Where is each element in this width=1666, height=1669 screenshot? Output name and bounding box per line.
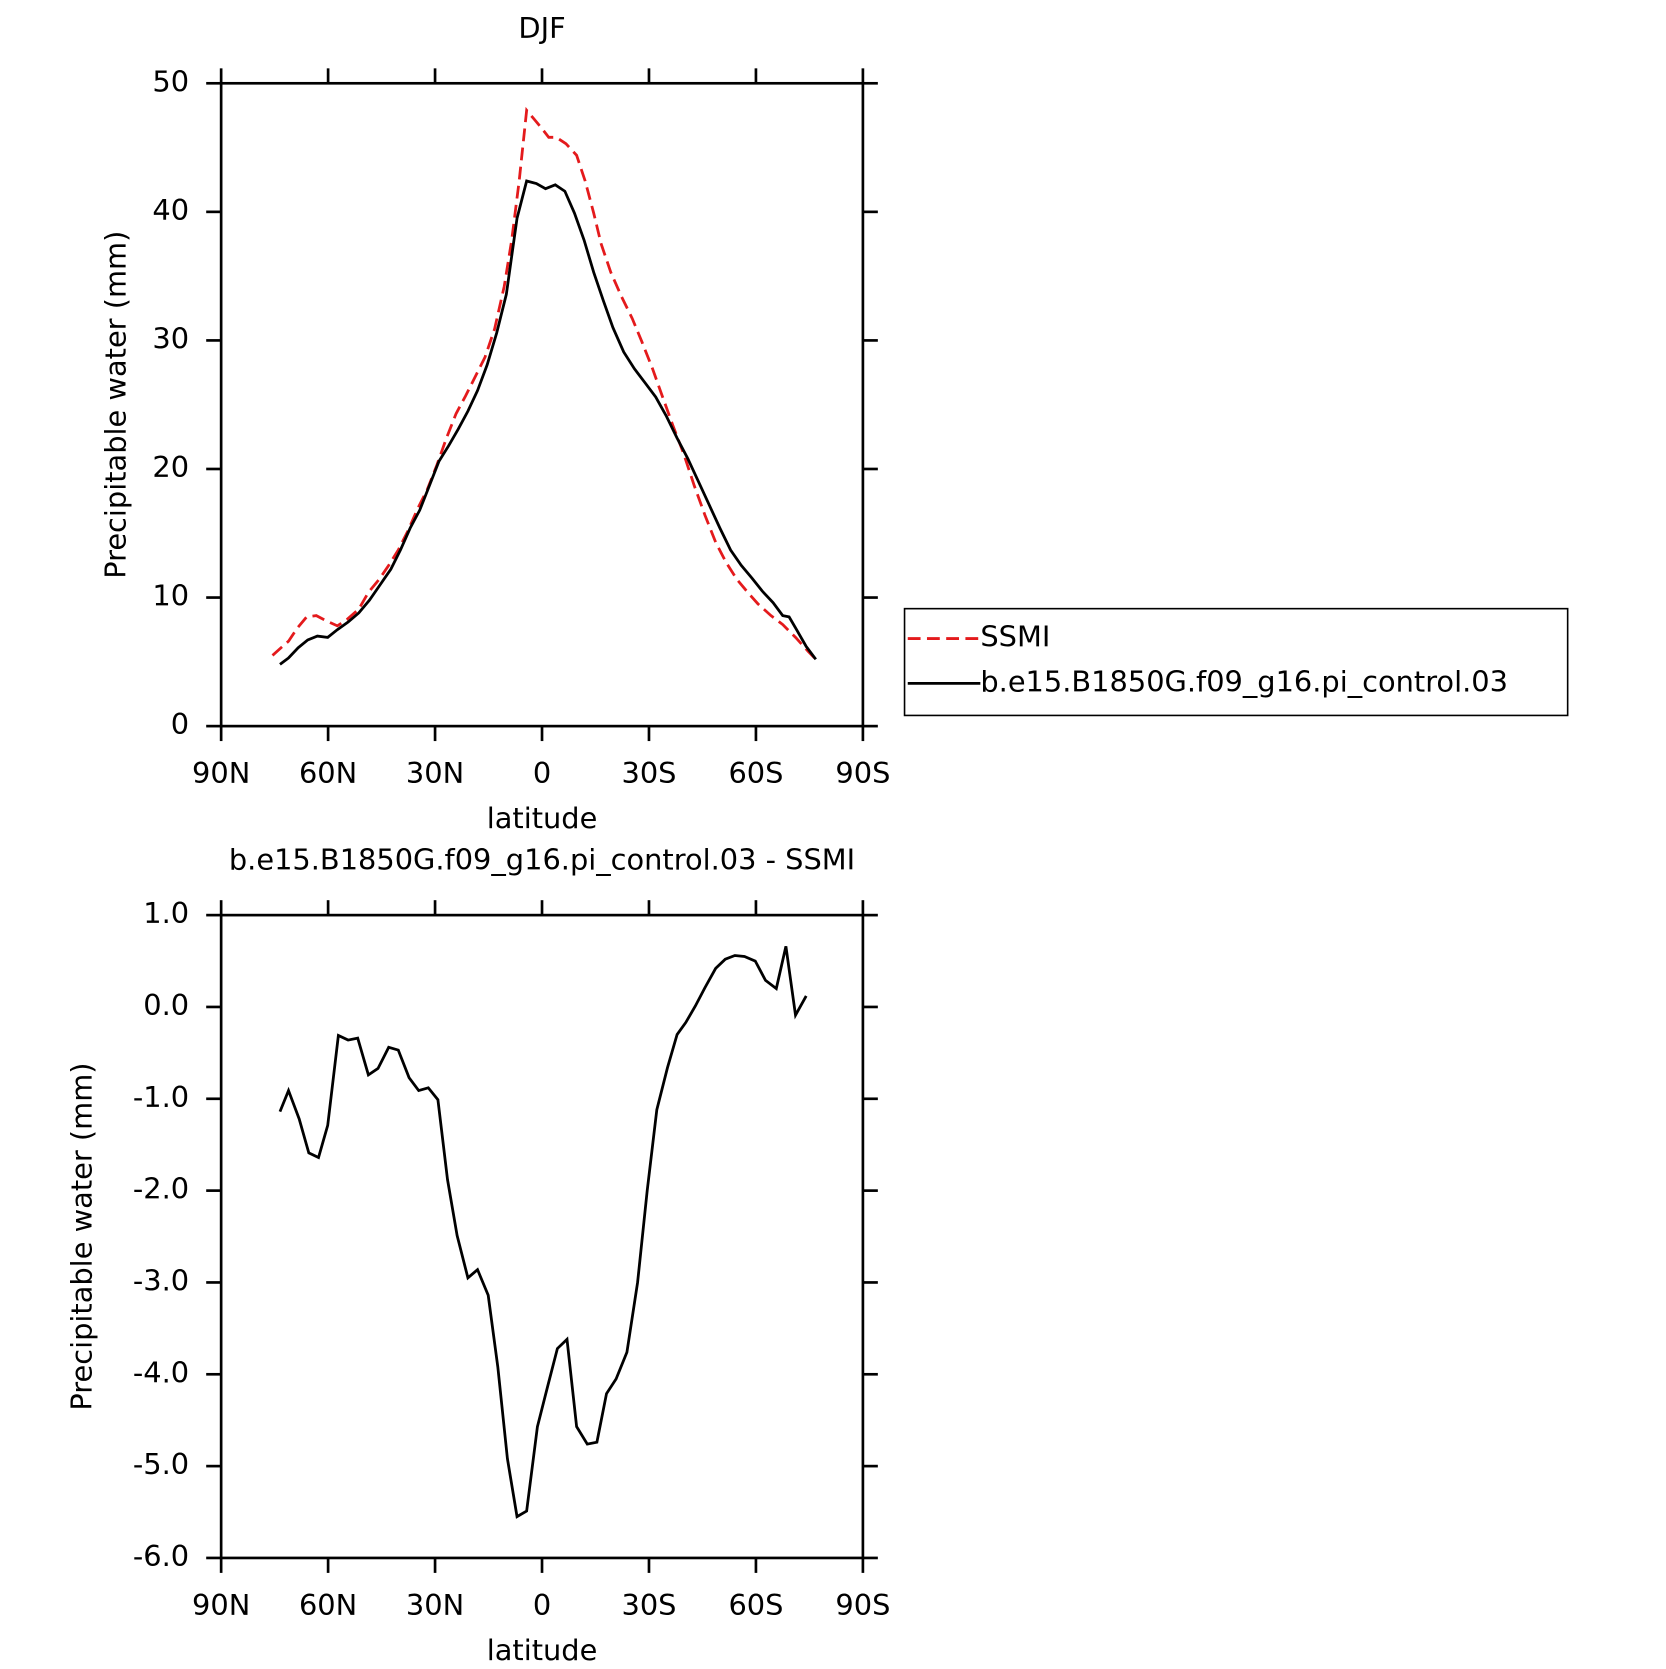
- x-tick-label: 60S: [728, 1588, 783, 1622]
- y-tick-label: 0: [171, 707, 189, 741]
- y-tick-label: -6.0: [133, 1539, 189, 1573]
- x-axis-label: latitude: [487, 801, 598, 835]
- chart-title: DJF: [518, 11, 565, 45]
- y-tick-label: 40: [152, 193, 189, 227]
- y-tick-label: -2.0: [133, 1172, 189, 1206]
- y-tick-label: 10: [152, 579, 189, 613]
- legend-label: b.e15.B1850G.f09_g16.pi_control.03: [980, 664, 1508, 698]
- legend-box: [903, 607, 1569, 717]
- x-tick-label: 0: [533, 1588, 551, 1622]
- data-line: [271, 106, 817, 661]
- y-tick-label: -3.0: [133, 1263, 189, 1297]
- y-tick-label: 1.0: [143, 896, 189, 930]
- x-tick-label: 30N: [406, 1588, 464, 1622]
- x-tick-label: 90S: [835, 1588, 890, 1622]
- y-tick-label: 20: [152, 450, 189, 484]
- y-tick-label: 0.0: [143, 988, 189, 1022]
- chart-title: b.e15.B1850G.f09_g16.pi_control.03 - SSM…: [229, 843, 855, 877]
- y-tick-label: -5.0: [133, 1447, 189, 1481]
- x-tick-label: 30N: [406, 756, 464, 790]
- x-tick-label: 90N: [192, 1588, 250, 1622]
- y-tick-label: -4.0: [133, 1355, 189, 1389]
- y-tick-label: 30: [152, 321, 189, 355]
- plot-frame: [219, 81, 865, 728]
- x-tick-label: 60S: [728, 756, 783, 790]
- data-line: [279, 179, 817, 666]
- legend-label: SSMI: [980, 620, 1050, 654]
- x-axis-label: latitude: [487, 1633, 598, 1667]
- y-tick-label: 50: [152, 64, 189, 98]
- x-tick-label: 60N: [299, 756, 357, 790]
- y-axis-label: Precipitable water (mm): [64, 1062, 98, 1410]
- x-tick-label: 0: [533, 756, 551, 790]
- x-tick-label: 60N: [299, 1588, 357, 1622]
- x-tick-label: 90N: [192, 756, 250, 790]
- x-tick-label: 30S: [621, 1588, 676, 1622]
- x-tick-label: 30S: [621, 756, 676, 790]
- y-axis-label: Precipitable water (mm): [99, 231, 133, 579]
- data-line: [278, 945, 808, 1519]
- y-tick-label: -1.0: [133, 1080, 189, 1114]
- x-tick-label: 90S: [835, 756, 890, 790]
- plot-frame: [219, 913, 865, 1560]
